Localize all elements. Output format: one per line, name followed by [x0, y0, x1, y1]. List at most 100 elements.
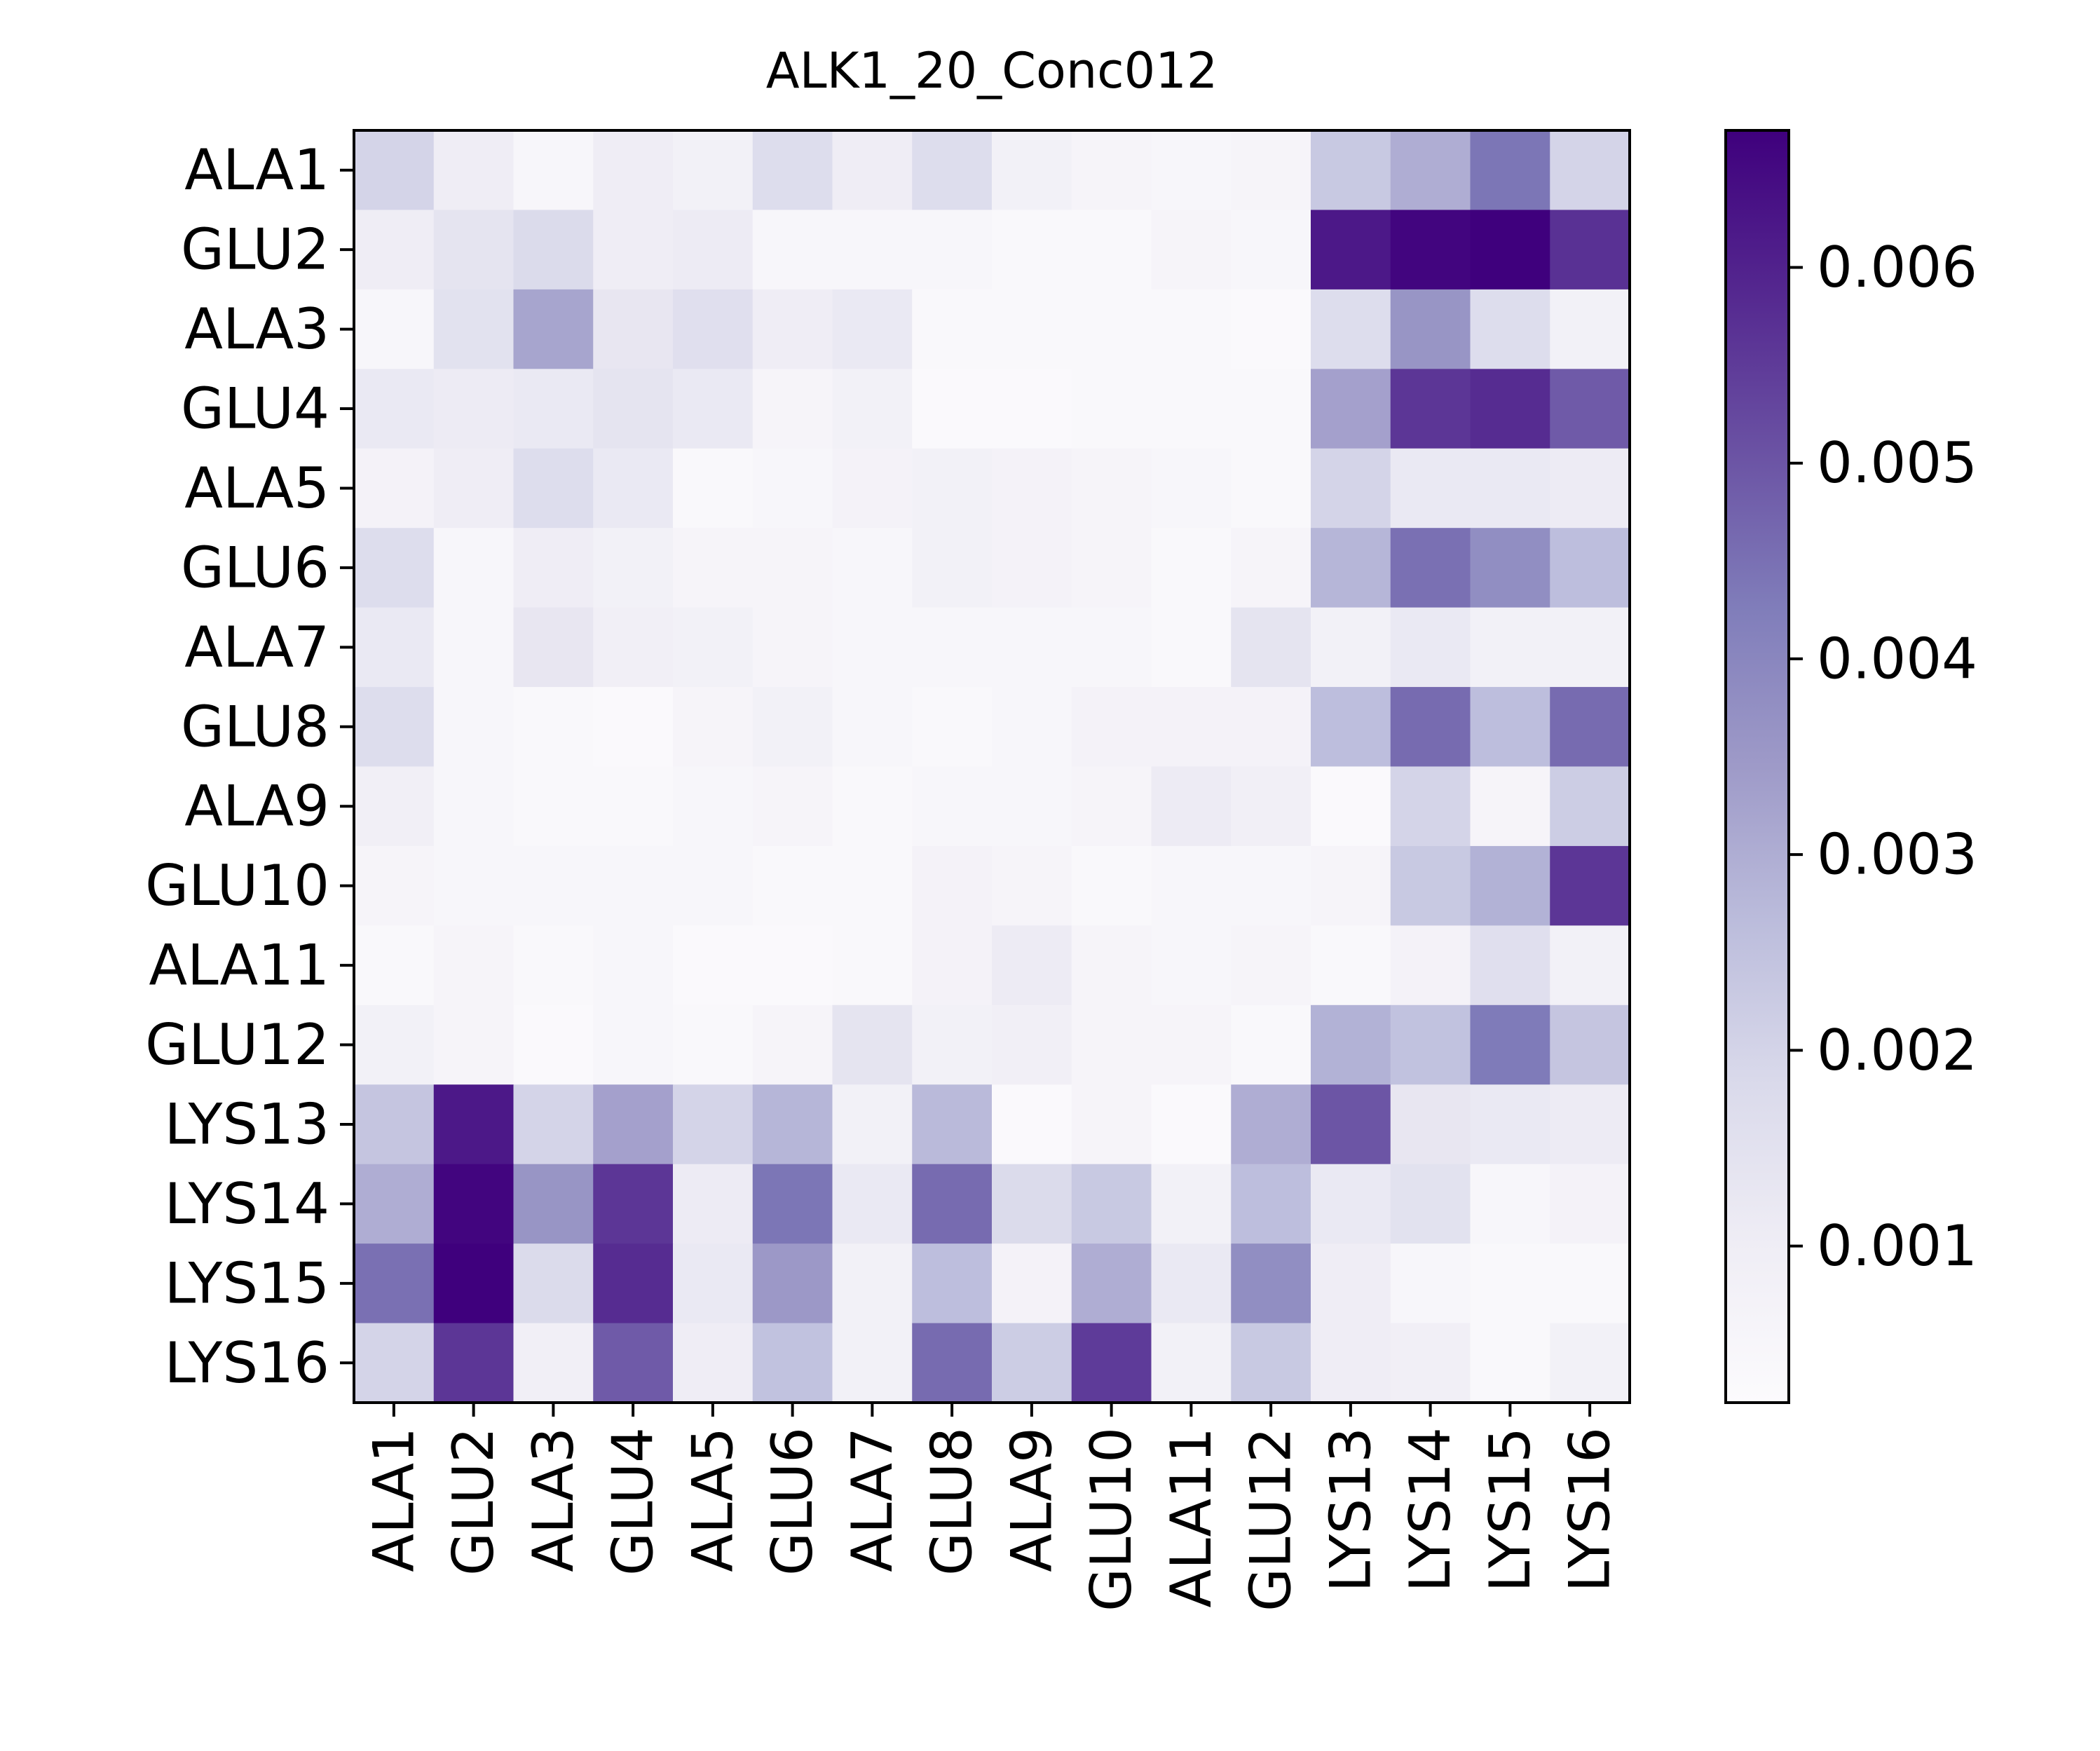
chart-title: ALK1_20_Conc012	[766, 42, 1218, 100]
heatmap-cell-ALA3-LYS13	[1311, 289, 1391, 369]
heatmap-cell-GLU6-LYS14	[1390, 528, 1471, 608]
heatmap-cell-ALA7-GLU10	[1071, 607, 1152, 688]
heatmap-cell-GLU4-ALA1	[354, 369, 435, 449]
heatmap-cell-ALA11-GLU10	[1071, 925, 1152, 1006]
heatmap-cell-ALA3-ALA1	[354, 289, 435, 369]
heatmap-cell-GLU2-ALA5	[673, 210, 754, 290]
heatmap-cell-LYS14-ALA3	[513, 1164, 594, 1244]
heatmap-cell-ALA11-GLU2	[433, 925, 514, 1006]
heatmap-cell-ALA3-GLU12	[1231, 289, 1311, 369]
x-tick-label: LYS13	[1318, 1427, 1383, 1592]
heatmap-cell-ALA11-ALA3	[513, 925, 594, 1006]
heatmap-cell-GLU2-ALA9	[992, 210, 1072, 290]
heatmap-cell-ALA7-ALA3	[513, 607, 594, 688]
heatmap-cell-GLU8-GLU8	[912, 687, 993, 768]
y-tick-label: GLU2	[181, 217, 329, 282]
heatmap-cell-LYS15-GLU2	[433, 1244, 514, 1324]
heatmap-cell-ALA7-ALA11	[1151, 607, 1232, 688]
heatmap-cell-ALA7-GLU4	[593, 607, 674, 688]
heatmap-cell-ALA1-GLU8	[912, 130, 993, 211]
heatmap-cell-LYS15-LYS16	[1550, 1244, 1630, 1324]
heatmap-cell-GLU6-ALA3	[513, 528, 594, 608]
heatmap-cell-LYS16-GLU8	[912, 1323, 993, 1403]
heatmap-cell-ALA9-GLU6	[752, 766, 833, 847]
colorbar-axis: 0.001 0.002 0.003 0.004 0.005 0.006	[1789, 235, 1977, 1279]
y-tick-label: GLU12	[145, 1012, 329, 1077]
heatmap-cell-GLU4-LYS13	[1311, 369, 1391, 449]
heatmap-cell-LYS16-ALA1	[354, 1323, 435, 1403]
y-tick-label: LYS13	[165, 1091, 329, 1157]
heatmap-cell-LYS15-GLU12	[1231, 1244, 1311, 1324]
y-tick-label: ALA11	[149, 933, 329, 998]
heatmap-cell-GLU10-ALA9	[992, 845, 1072, 926]
y-axis: ALA1 GLU2 ALA3 GLU4 ALA5 GLU6 ALA7 GLU8 ALA9 GLU1…	[145, 137, 354, 1396]
heatmap-cell-LYS14-GLU6	[752, 1164, 833, 1244]
heatmap-cell-ALA11-LYS16	[1550, 925, 1630, 1006]
x-tick-label: ALA11	[1159, 1427, 1224, 1608]
heatmap-cell-ALA3-ALA9	[992, 289, 1072, 369]
y-tick-label: ALA9	[184, 774, 329, 839]
heatmap-cell-GLU12-LYS16	[1550, 1004, 1630, 1085]
heatmap-cell-GLU12-GLU12	[1231, 1004, 1311, 1085]
heatmap-cell-ALA9-ALA1	[354, 766, 435, 847]
heatmap-cell-ALA5-LYS15	[1470, 448, 1550, 529]
heatmap-cell-GLU10-ALA7	[832, 845, 913, 926]
heatmap-cell-ALA5-GLU12	[1231, 448, 1311, 529]
heatmap-cell-GLU8-ALA3	[513, 687, 594, 768]
heatmap-cell-LYS15-LYS15	[1470, 1244, 1550, 1324]
heatmap-cell-LYS15-ALA7	[832, 1244, 913, 1324]
y-tick-label: GLU8	[181, 694, 329, 759]
heatmap-cell-LYS13-ALA7	[832, 1084, 913, 1165]
heatmap-cell-GLU4-ALA5	[673, 369, 754, 449]
heatmap-cell-GLU6-ALA5	[673, 528, 754, 608]
heatmap-cell-ALA5-GLU4	[593, 448, 674, 529]
heatmap-cell-GLU4-GLU2	[433, 369, 514, 449]
heatmap-cell-GLU6-ALA7	[832, 528, 913, 608]
heatmap-cell-LYS14-GLU4	[593, 1164, 674, 1244]
heatmap-cell-ALA3-GLU8	[912, 289, 993, 369]
heatmap-cell-ALA7-ALA9	[992, 607, 1072, 688]
heatmap-cell-LYS13-LYS13	[1311, 1084, 1391, 1165]
heatmap-cell-LYS15-ALA11	[1151, 1244, 1232, 1324]
x-tick-label: GLU4	[601, 1427, 666, 1576]
heatmap-cell-LYS13-ALA1	[354, 1084, 435, 1165]
heatmap-cell-LYS15-GLU4	[593, 1244, 674, 1324]
y-tick-label: LYS15	[165, 1251, 329, 1316]
heatmap-cell-GLU8-GLU2	[433, 687, 514, 768]
x-tick-label: ALA5	[680, 1427, 745, 1572]
heatmap-cell-GLU12-GLU4	[593, 1004, 674, 1085]
heatmap-cell-LYS15-ALA5	[673, 1244, 754, 1324]
heatmap-cell-GLU2-LYS15	[1470, 210, 1550, 290]
colorbar-tick-label: 0.002	[1817, 1018, 1977, 1083]
heatmap-cell-ALA5-LYS16	[1550, 448, 1630, 529]
heatmap-cell-ALA11-LYS14	[1390, 925, 1471, 1006]
heatmap-cell-ALA1-GLU4	[593, 130, 674, 211]
heatmap-cell-GLU12-ALA3	[513, 1004, 594, 1085]
x-tick-label: GLU10	[1079, 1427, 1144, 1612]
colorbar	[1724, 129, 1790, 1404]
heatmap-cell-GLU8-GLU10	[1071, 687, 1152, 768]
heatmap-cell-LYS15-GLU6	[752, 1244, 833, 1324]
y-tick-label: ALA1	[184, 137, 329, 203]
heatmap-cell-ALA9-GLU12	[1231, 766, 1311, 847]
heatmap-cell-LYS14-ALA7	[832, 1164, 913, 1244]
heatmap-cell-ALA5-ALA1	[354, 448, 435, 529]
x-tick-label: GLU8	[920, 1427, 985, 1576]
heatmap-cell-GLU12-ALA11	[1151, 1004, 1232, 1085]
y-tick-label: ALA7	[184, 615, 329, 680]
heatmap-cell-LYS14-ALA9	[992, 1164, 1072, 1244]
heatmap-cell-ALA7-LYS16	[1550, 607, 1630, 688]
y-tick-label: GLU4	[181, 376, 329, 442]
x-tick-label: GLU6	[760, 1427, 825, 1576]
heatmap-cell-GLU2-GLU10	[1071, 210, 1152, 290]
heatmap-cell-LYS15-GLU8	[912, 1244, 993, 1324]
heatmap-cells	[354, 130, 1630, 1403]
heatmap-cell-GLU12-LYS14	[1390, 1004, 1471, 1085]
heatmap-cell-LYS13-GLU10	[1071, 1084, 1152, 1165]
heatmap-cell-ALA5-ALA5	[673, 448, 754, 529]
heatmap-cell-GLU10-ALA3	[513, 845, 594, 926]
heatmap-cell-ALA9-ALA9	[992, 766, 1072, 847]
heatmap-cell-ALA1-ALA11	[1151, 130, 1232, 211]
heatmap-cell-GLU8-GLU4	[593, 687, 674, 768]
